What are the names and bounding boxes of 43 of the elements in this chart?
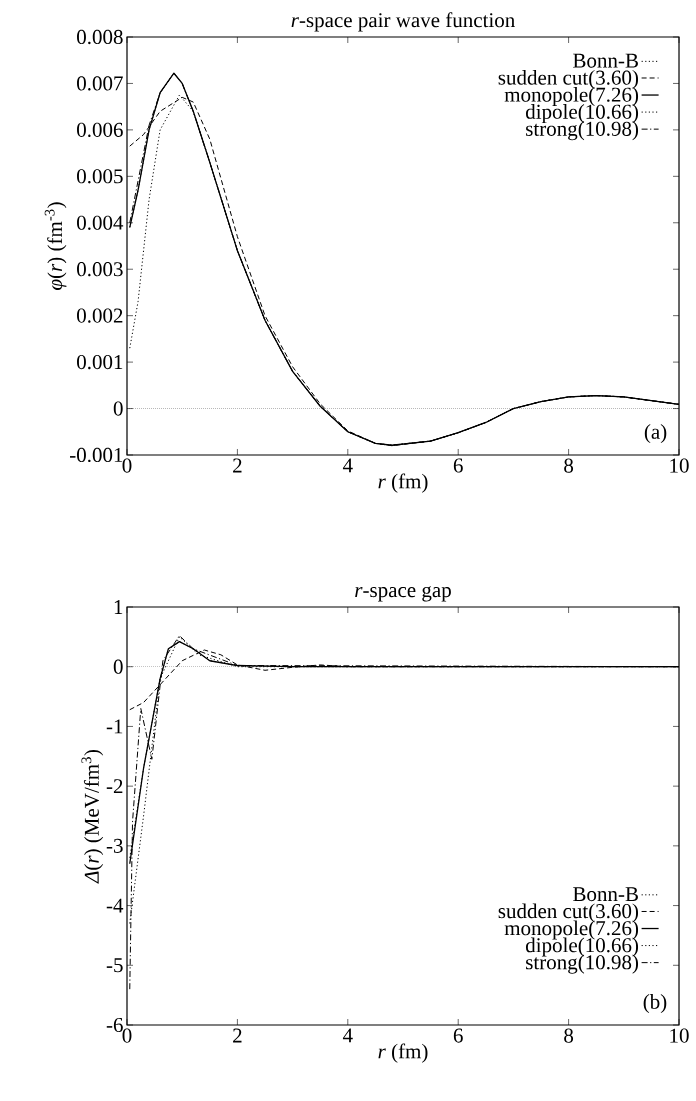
x-tick-label: 6 — [453, 1028, 463, 1043]
x-tick-label: 10 — [670, 458, 689, 473]
y-axis-title: Δ(r) (MeV/fm$^{3}$) — [81, 749, 104, 884]
y-tick-label: 0.004 — [77, 215, 124, 230]
y-tick-label: -3 — [106, 838, 123, 853]
x-tick-label: 2 — [233, 458, 242, 473]
x-tick-label: 6 — [453, 458, 463, 473]
x-axis-title: r (fm) — [378, 473, 428, 493]
y-tick-label: 0.003 — [77, 262, 123, 277]
y-tick-label: 1 — [114, 600, 123, 614]
x-tick-label: 10 — [670, 1028, 689, 1043]
y-tick-label: -1 — [106, 719, 123, 734]
x-axis-title: r (fm) — [378, 1043, 428, 1063]
legend-label: Bonn-B — [573, 887, 638, 902]
y-tick-label: 0.006 — [77, 122, 123, 138]
y-tick-label: 0 — [113, 401, 123, 416]
legend-label: monopole(7.26) — [504, 87, 639, 107]
annotation: (a) — [644, 424, 667, 444]
y-tick-label: -5 — [106, 958, 123, 973]
chart-title: r-space pair wave function — [291, 12, 515, 32]
y-tick-label: 0.008 — [77, 29, 123, 45]
y-tick-label: 0.007 — [77, 76, 123, 91]
legend-label: dipole(10.66) — [526, 104, 639, 124]
y-axis-title: φ(r) (fm$^{-3}$) — [44, 202, 67, 290]
y-tick-label: 0 — [113, 659, 123, 674]
x-tick-label: 4 — [342, 1028, 353, 1043]
y-tick-label: -0.001 — [70, 447, 123, 463]
legend-label: Bonn-B — [573, 53, 638, 68]
y-tick-label: 0.002 — [77, 308, 123, 323]
y-tick-label: -2 — [106, 779, 123, 794]
y-tick-label: 0.001 — [77, 354, 123, 370]
x-tick-label: 4 — [342, 458, 353, 473]
x-tick-label: 2 — [233, 1028, 242, 1043]
x-tick-label: 8 — [564, 458, 574, 473]
annotation: (b) — [643, 994, 667, 1014]
legend-label: sudden cut(3.60) — [498, 69, 639, 89]
y-tick-label: 0.005 — [77, 169, 123, 184]
legend-label: strong(10.98) — [526, 954, 639, 974]
legend-label: strong(10.98) — [526, 121, 639, 141]
x-tick-label: 8 — [564, 1028, 574, 1043]
chart-title: r-space gap — [355, 586, 451, 602]
y-tick-label: -6 — [106, 1017, 123, 1033]
y-tick-label: -4 — [106, 898, 124, 913]
